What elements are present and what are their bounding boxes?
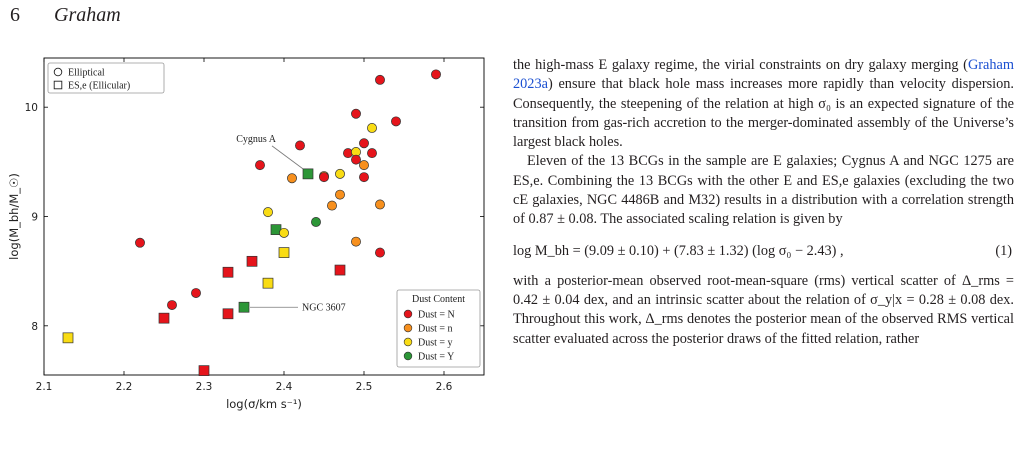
x-tick-label: 2.5 (356, 381, 373, 393)
body-text: the high-mass E galaxy regime, the viria… (513, 56, 1014, 349)
legend-label: Dust = n (418, 324, 453, 335)
data-point-circle (359, 138, 369, 149)
data-point-circle (431, 69, 441, 80)
equation-text: log M_bh = (9.09 ± 0.10) + (7.83 ± 1.32)… (513, 242, 844, 259)
legend-box (47, 62, 165, 94)
data-point-circle (135, 237, 145, 248)
paragraph-2: Eleven of the 13 BCGs in the sample are … (513, 153, 1014, 228)
axes: 2.1 2.2 2.3 2.4 2.5 2.6 8 9 10 log(σ/km s⁻¹) log(M… (7, 57, 485, 411)
data-point-square (238, 301, 250, 313)
data-point-circle (367, 148, 377, 159)
annotation-label: NGC 3607 (302, 303, 346, 314)
data-point-circle (367, 123, 377, 133)
data-point-square (222, 308, 234, 320)
data-point-circle (191, 288, 201, 298)
data-point-circle (351, 154, 361, 165)
running-author: Graham (54, 4, 121, 26)
data-point-circle (167, 300, 177, 310)
data-point-square (334, 264, 346, 276)
data-point-circle (375, 247, 385, 258)
data-point-circle (359, 160, 369, 171)
data-point-circle (375, 199, 385, 210)
data-point-circle (359, 172, 369, 183)
legend-label: ES,e (Ellicular) (68, 81, 130, 92)
x-tick-label: 2.4 (276, 381, 293, 393)
shape-legend: Elliptical ES,e (Ellicular) (47, 62, 165, 94)
data-point-circle (375, 74, 385, 85)
data-point-circle (255, 160, 265, 171)
legend-label: Dust = N (418, 310, 455, 321)
y-tick-label: 8 (31, 321, 38, 333)
data-point-square (198, 365, 210, 376)
legend-circle-marker (53, 67, 63, 77)
data-point-circle (279, 227, 289, 238)
data-point-square (278, 247, 290, 258)
data-point-square (302, 168, 314, 180)
x-tick-label: 2.2 (116, 381, 133, 393)
citation-link[interactable]: Graham 2023a (513, 57, 1014, 93)
legend-title: Dust Content (412, 294, 465, 305)
data-point-circle (351, 236, 361, 247)
legend-color-marker (403, 323, 413, 333)
y-tick-label: 10 (25, 102, 38, 114)
data-point-square (62, 332, 74, 344)
x-tick-label: 2.3 (196, 381, 213, 393)
data-points (62, 69, 441, 376)
data-point-square (246, 255, 258, 267)
x-axis-label: log(σ/km s⁻¹) (226, 397, 302, 411)
data-point-circle (263, 207, 273, 218)
dust-legend: Dust Content Dust = N Dust = n Dust = y Dust… (396, 289, 481, 368)
paragraph-1: the high-mass E galaxy regime, the viria… (513, 57, 1014, 151)
legend-label: Dust = y (418, 338, 453, 349)
equation-1: log M_bh = (9.09 ± 0.10) + (7.83 ± 1.32)… (513, 242, 1014, 261)
x-tick-label: 2.1 (36, 381, 53, 393)
data-point-circle (287, 173, 297, 184)
scatter-figure: 2.1 2.2 2.3 2.4 2.5 2.6 8 9 10 log(σ/km s⁻¹) log(M… (7, 57, 485, 411)
data-point-square (262, 277, 274, 289)
data-point-circle (295, 140, 305, 151)
data-point-circle (391, 116, 401, 127)
annotations: Cygnus A NGC 3607 (236, 134, 345, 314)
legend-color-marker (403, 351, 413, 361)
legend-color-marker (403, 309, 413, 319)
data-point-circle (319, 172, 329, 183)
y-axis-label: log(M_bh/M_☉) (7, 173, 21, 260)
data-point-circle (311, 217, 321, 227)
data-point-circle (351, 108, 361, 119)
data-point-square (222, 266, 234, 278)
legend-color-marker (403, 337, 413, 347)
annotation-leader (271, 145, 304, 170)
page-number: 6 (10, 4, 20, 26)
data-point-square (158, 312, 170, 324)
data-point-circle (335, 168, 345, 179)
data-point-circle (327, 200, 337, 211)
legend-label: Dust = Y (418, 352, 454, 363)
annotation-label: Cygnus A (236, 134, 277, 145)
data-point-circle (335, 189, 345, 200)
legend-square-marker (53, 80, 63, 90)
paragraph-3: with a posterior-mean observed root-mean… (513, 272, 1014, 347)
equation-number: (1) (995, 242, 1012, 259)
running-header: 6 Graham (10, 4, 121, 27)
legend-box (396, 289, 481, 368)
x-tick-label: 2.6 (436, 381, 453, 393)
legend-label: Elliptical (68, 68, 105, 79)
y-tick-label: 9 (31, 212, 38, 224)
